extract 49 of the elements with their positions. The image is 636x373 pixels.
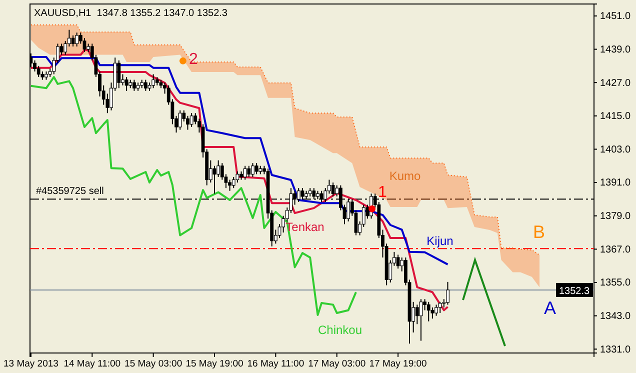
x-tick-label: 16 May 11:00 [247,358,304,370]
x-tick-label: 17 May 03:00 [308,358,366,370]
series-label: Kumo [389,169,421,183]
x-tick-label: 17 May 19:00 [369,358,427,370]
candlestick [82,38,86,53]
y-tick-label: 1439.0 [600,44,632,56]
series-label: Kijun [426,234,454,248]
x-tick-label: 14 May 11:00 [64,358,121,370]
candlestick [132,79,136,92]
annotation: B [532,222,546,242]
y-tick-label: 1391.0 [600,178,632,189]
annotation: A [544,298,556,318]
line-series [30,76,357,316]
y-tick-label: 1415.0 [600,111,632,122]
annotation: 2 [188,50,198,68]
candlestick [415,304,419,325]
ref-line-label: 1352.3 [559,286,590,297]
series-label: Chinkou [318,323,362,337]
y-tick-label: 1343.0 [600,310,632,322]
candlestick [144,79,148,92]
candlestick [396,254,400,270]
candlestick [434,304,438,316]
candlestick [331,182,335,197]
ref-line-label: #45359725 sell [36,186,104,198]
candlestick [426,301,430,322]
y-tick-label: 1379.0 [600,211,632,222]
y-tick-label: 1451.0 [600,11,632,22]
y-tick-label: 1427.0 [600,78,632,89]
candlestick [251,162,254,178]
candlestick [178,110,182,130]
chart-title: XAUUSD,H1 1347.8 1355.2 1347.0 1352.3 [34,8,228,19]
x-tick-label: 15 May 19:00 [186,358,244,370]
y-tick-label: 1403.0 [600,144,632,156]
y-tick-label: 1331.0 [600,344,632,356]
y-tick-label: 1367.0 [600,244,632,256]
x-tick-label: 15 May 03:00 [124,358,182,370]
candlestick [117,60,121,89]
candlestick [446,281,450,306]
candlestick [438,301,442,314]
candlestick [152,74,156,89]
x-tick-label: 13 May 2013 [3,358,58,370]
candlestick [75,32,79,47]
candlestick [124,76,128,92]
y-tick-label: 1355.0 [600,278,632,289]
candlestick [190,112,194,128]
annotation: 1 [378,184,388,201]
candlestick [243,165,247,180]
candlestick [254,162,258,175]
candlestick [247,165,251,178]
